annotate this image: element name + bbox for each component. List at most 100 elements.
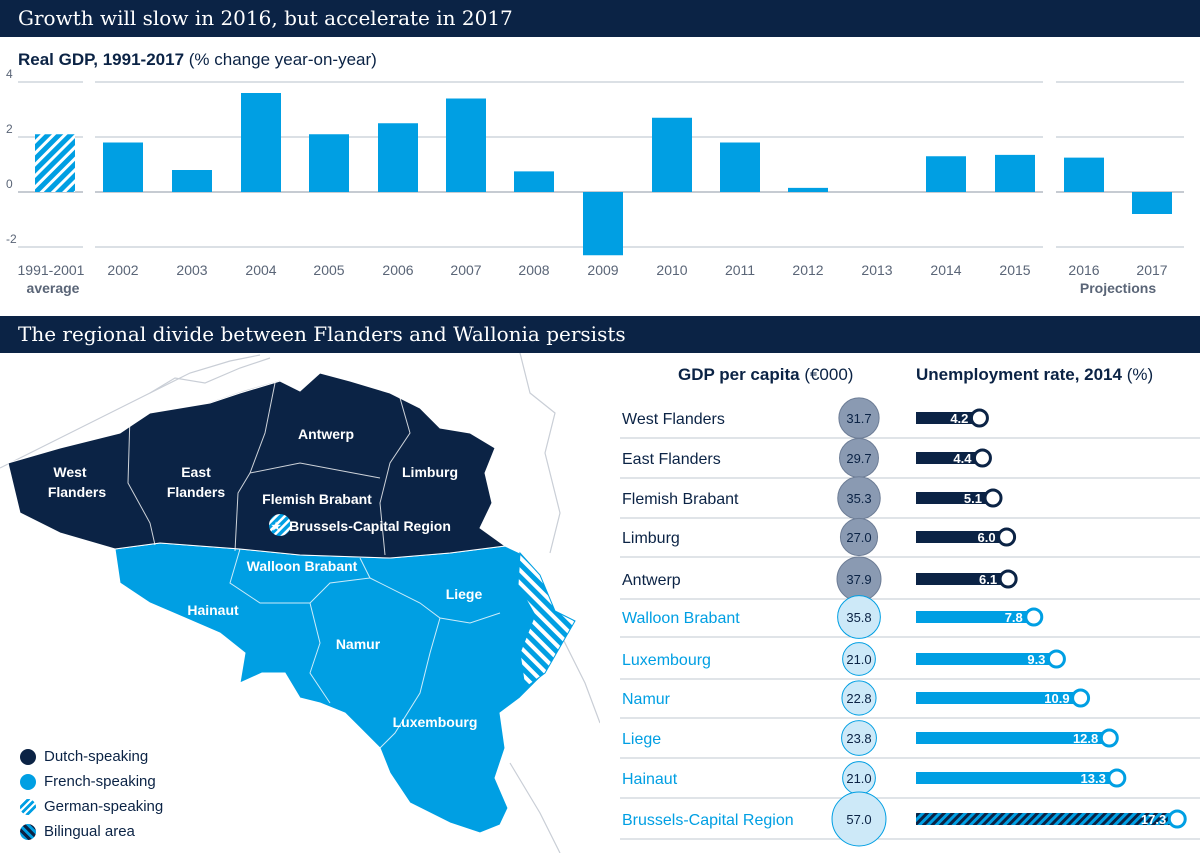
gdp-bubble (842, 642, 876, 676)
unemployment-bar (916, 573, 1009, 585)
gdp-bar (926, 156, 966, 192)
french-swatch-icon (20, 773, 36, 790)
gdp-value: 23.8 (846, 731, 871, 746)
gdp-value: 31.7 (846, 411, 871, 426)
unemp-header-rest: (%) (1126, 365, 1154, 384)
map-label-hainaut: Hainaut (187, 602, 239, 618)
x-tick-label: 2005 (313, 262, 344, 278)
region-borders (127, 382, 501, 749)
map-label-west-flanders-2: Flanders (48, 484, 107, 500)
gdp-value: 21.0 (846, 771, 871, 786)
region-name: East Flanders (622, 451, 721, 468)
header-regional: The regional divide between Flanders and… (0, 316, 1200, 353)
map-label-west-flanders-1: West (53, 464, 87, 480)
bar-end-marker (998, 569, 1018, 589)
projections-label: Projections (1080, 280, 1156, 296)
unemployment-value: 4.2 (950, 411, 968, 426)
gdp-bar (172, 170, 212, 192)
gdp-bubble (831, 791, 887, 847)
unemployment-value: 4.4 (953, 451, 972, 466)
map-label-antwerp: Antwerp (298, 426, 354, 442)
x-tick-label: 2011 (725, 262, 755, 278)
region-name: Luxembourg (622, 652, 711, 669)
x-tick-label: 2006 (382, 262, 413, 278)
map-brussels (269, 514, 291, 536)
gdp-per-capita-header: GDP per capita (€000) (678, 365, 853, 385)
unemployment-value: 17.3 (1141, 812, 1166, 827)
gdp-value: 37.9 (846, 572, 871, 587)
unemployment-bar (916, 452, 983, 464)
unemployment-header: Unemployment rate, 2014 (%) (916, 365, 1153, 385)
map-wallonia (114, 542, 576, 834)
x-tick-label: 2002 (107, 262, 138, 278)
gdp-bar (35, 134, 75, 192)
gdp-bubble (841, 680, 877, 716)
gdp-value: 21.0 (846, 652, 871, 667)
gdp-value: 57.0 (846, 812, 871, 827)
gdp-value: 22.8 (846, 691, 871, 706)
x-tick-label: 2014 (930, 262, 961, 278)
bar-end-marker (969, 408, 989, 428)
gdp-bubble (841, 720, 877, 756)
y-tick-label: -2 (6, 232, 17, 246)
y-tick-label: 4 (6, 67, 13, 81)
gdp-bar (1132, 192, 1172, 214)
region-name: Walloon Brabant (622, 610, 740, 627)
x-tick-label: 2010 (656, 262, 687, 278)
gdp-bar (514, 171, 554, 192)
map-legend: Dutch-speaking French-speaking German-sp… (20, 744, 163, 844)
x-tick-label: 1991-2001 (18, 262, 85, 278)
gdp-bar (103, 142, 143, 192)
star-icon: ★ (271, 521, 281, 533)
unemployment-value: 13.3 (1081, 771, 1106, 786)
bar-end-marker (997, 527, 1017, 547)
bar-end-marker (983, 488, 1003, 508)
unemployment-value: 6.1 (979, 572, 997, 587)
region-name: Limburg (622, 530, 680, 547)
gdp-bar (720, 142, 760, 192)
region-name: Liege (622, 731, 661, 748)
map-label-limburg: Limburg (402, 464, 458, 480)
map-label-liege: Liege (446, 586, 483, 602)
unemployment-value: 5.1 (964, 491, 982, 506)
unemployment-bar (916, 732, 1110, 744)
bilingual-swatch-icon (20, 823, 36, 840)
y-tick-label: 0 (6, 177, 13, 191)
x-tick-label: 2007 (450, 262, 481, 278)
x-tick-label: 2004 (245, 262, 276, 278)
gdp-value: 35.3 (846, 491, 871, 506)
x-tick-label: 2003 (176, 262, 207, 278)
gdp-value: 27.0 (846, 530, 871, 545)
map-label-luxembourg: Luxembourg (393, 714, 478, 730)
bar-end-marker (1167, 809, 1187, 829)
unemployment-bar (916, 692, 1081, 704)
gdp-value: 29.7 (846, 451, 871, 466)
gdp-header-rest: (€000) (804, 365, 854, 384)
bar-end-marker (972, 448, 992, 468)
legend-label-bilingual: Bilingual area (44, 823, 135, 840)
region-name: West Flanders (622, 411, 725, 428)
bar-end-marker (1024, 607, 1044, 627)
map-label-namur: Namur (336, 636, 381, 652)
gdp-bubble (839, 517, 879, 557)
gdp-bubble (837, 595, 881, 639)
map-label-flemish-brabant: Flemish Brabant (262, 491, 372, 507)
bar-end-marker (1099, 728, 1119, 748)
belgium-map: West Flanders East Flanders Antwerp Limb… (0, 353, 600, 853)
header-growth: Growth will slow in 2016, but accelerate… (0, 0, 1200, 37)
region-name: Antwerp (622, 572, 681, 589)
x-tick-label: 2008 (518, 262, 549, 278)
gdp-chart-title: Real GDP, 1991-2017 (% change year-on-ye… (18, 50, 377, 70)
unemployment-value: 7.8 (1005, 610, 1023, 625)
map-label-east-flanders-1: East (181, 464, 211, 480)
x-tick-label: 2017 (1136, 262, 1167, 278)
gdp-bar (1064, 157, 1104, 192)
bar-end-marker (1046, 649, 1066, 669)
x-tick-label: 2015 (999, 262, 1030, 278)
legend-item-german: German-speaking (20, 794, 163, 819)
region-name: Brussels-Capital Region (622, 812, 794, 829)
unemployment-bar (916, 813, 1178, 825)
gdp-chart-title-rest: (% change year-on-year) (188, 50, 377, 69)
legend-item-dutch: Dutch-speaking (20, 744, 163, 769)
legend-item-bilingual: Bilingual area (20, 819, 163, 844)
